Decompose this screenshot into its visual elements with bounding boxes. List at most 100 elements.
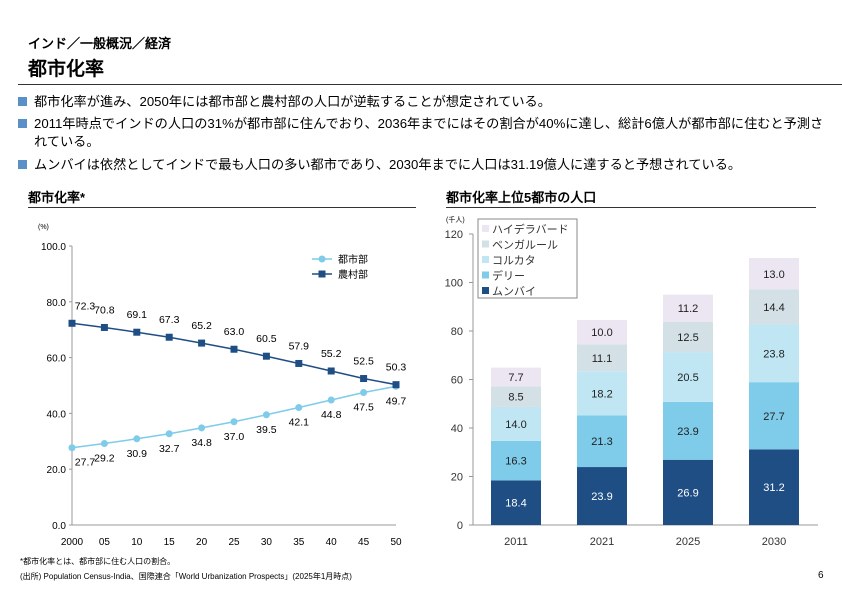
data-point xyxy=(68,444,76,452)
data-label: 34.8 xyxy=(191,437,212,449)
y-tick-label: 20 xyxy=(451,472,463,484)
bar-segment xyxy=(577,371,627,416)
data-label: 55.2 xyxy=(321,348,342,360)
data-point xyxy=(327,367,335,375)
y-tick-label: 60.0 xyxy=(47,354,67,365)
data-label: 72.3 xyxy=(75,300,96,312)
legend-swatch xyxy=(482,287,489,294)
bullet-item: 2011年時点でインドの人口の31%が都市部に住んでおり、2036年までにはその… xyxy=(18,115,830,151)
legend-swatch xyxy=(482,256,489,263)
bar-segment xyxy=(577,320,627,345)
data-label: 69.1 xyxy=(127,309,148,321)
bar-segment xyxy=(577,415,627,468)
y-tick-label: 20.0 xyxy=(47,465,67,476)
y-tick-label: 100.0 xyxy=(41,242,66,253)
x-tick-label: 2030 xyxy=(762,536,786,548)
legend-marker xyxy=(318,255,326,263)
bar-segment xyxy=(577,344,627,372)
data-label: 44.8 xyxy=(321,409,342,421)
data-label: 11.1 xyxy=(592,353,613,365)
data-label: 27.7 xyxy=(75,457,96,469)
data-label: 16.3 xyxy=(505,456,526,468)
legend-label: 都市部 xyxy=(338,253,368,266)
x-tick-label: 20 xyxy=(196,537,208,548)
bullet-square-icon xyxy=(18,97,27,106)
data-label: 23.9 xyxy=(677,426,698,438)
bar-segment xyxy=(663,459,713,525)
section-title-top5-cities: 都市化率上位5都市の人口 xyxy=(446,190,597,205)
legend-marker xyxy=(318,270,326,278)
bar-segment xyxy=(749,258,799,290)
x-tick-label: 15 xyxy=(164,537,176,548)
legend-label: ムンバイ xyxy=(492,285,536,298)
bar-segment xyxy=(663,321,713,353)
data-point xyxy=(100,440,108,448)
data-point xyxy=(68,319,76,327)
data-point xyxy=(360,388,368,396)
title-divider xyxy=(18,84,842,85)
data-label: 10.0 xyxy=(591,327,612,339)
y-tick-label: 0.0 xyxy=(52,521,66,532)
legend-label: コルカタ xyxy=(492,254,536,267)
section-divider xyxy=(446,207,816,208)
data-label: 14.0 xyxy=(505,419,526,431)
y-tick-label: 40.0 xyxy=(47,409,67,420)
legend-swatch xyxy=(482,225,489,232)
data-point xyxy=(295,359,303,367)
data-label: 60.5 xyxy=(256,333,277,345)
x-tick-label: 35 xyxy=(293,537,305,548)
x-tick-label: 2025 xyxy=(676,536,700,548)
bullet-square-icon xyxy=(18,160,27,169)
footnote: *都市化率とは、都市部に住む人口の割合。 xyxy=(20,557,176,566)
bullet-item: ムンバイは依然としてインドで最も人口の多い都市であり、2030年までに人口は31… xyxy=(18,156,830,174)
data-label: 7.7 xyxy=(508,372,523,384)
y-tick-label: 100 xyxy=(445,278,463,290)
x-tick-label: 10 xyxy=(131,537,143,548)
data-label: 18.2 xyxy=(591,388,612,400)
data-label: 50.3 xyxy=(386,362,407,374)
data-label: 18.4 xyxy=(505,498,526,510)
bar-segment xyxy=(749,289,799,325)
data-label: 57.9 xyxy=(289,340,310,352)
bar-segment xyxy=(663,401,713,460)
y-tick-label: 0 xyxy=(457,520,463,532)
data-point xyxy=(165,430,173,438)
data-label: 14.4 xyxy=(763,302,784,314)
data-label: 29.2 xyxy=(94,453,115,465)
data-label: 39.5 xyxy=(256,424,277,436)
data-label: 30.9 xyxy=(127,448,148,460)
data-label: 21.3 xyxy=(591,436,612,448)
data-label: 20.5 xyxy=(677,372,698,384)
data-point xyxy=(392,381,400,389)
data-point xyxy=(198,339,206,347)
y-tick-label: 120 xyxy=(445,229,463,241)
data-label: 70.8 xyxy=(94,304,115,316)
data-label: 13.0 xyxy=(763,269,784,281)
bar-segment xyxy=(577,467,627,525)
bar-segment xyxy=(491,406,541,441)
data-label: 27.7 xyxy=(763,411,784,423)
x-tick-label: 45 xyxy=(358,537,370,548)
data-label: 23.9 xyxy=(591,491,612,503)
data-point xyxy=(360,375,368,383)
page-title: 都市化率 xyxy=(28,59,105,80)
x-tick-label: 25 xyxy=(228,537,240,548)
legend-label: ハイデラバード xyxy=(492,222,569,236)
bar-segment xyxy=(491,367,541,387)
data-point xyxy=(262,352,270,360)
bar-segment xyxy=(663,352,713,402)
data-label: 63.0 xyxy=(224,326,245,338)
legend-label: ベンガルール xyxy=(492,239,558,252)
bar-segment xyxy=(491,386,541,407)
y-tick-label: 80.0 xyxy=(47,298,67,309)
x-tick-label: 30 xyxy=(261,537,273,548)
page-number: 6 xyxy=(818,570,824,581)
y-tick-label: 60 xyxy=(451,375,463,387)
bar-segment xyxy=(663,294,713,322)
data-point xyxy=(100,323,108,331)
y-axis-unit: (%) xyxy=(38,224,49,231)
data-label: 12.5 xyxy=(677,332,698,344)
breadcrumb: インド／一般概況／経済 xyxy=(28,36,172,51)
data-point xyxy=(327,396,335,404)
data-label: 32.7 xyxy=(159,443,180,455)
